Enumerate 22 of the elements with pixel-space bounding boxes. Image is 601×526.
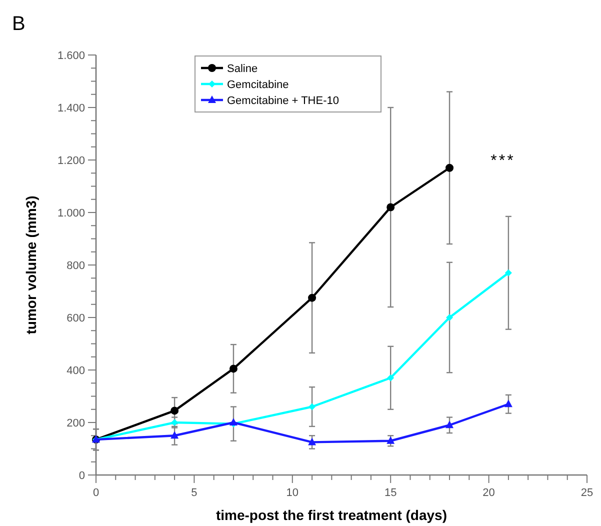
- chart-title: B: [12, 13, 26, 35]
- legend-label: Saline: [227, 62, 258, 75]
- y-tick-label: 1.000: [57, 207, 85, 220]
- legend-label: Gemcitabine: [227, 78, 289, 91]
- x-tick-label: 5: [191, 487, 198, 499]
- x-tick-label: 25: [580, 487, 594, 499]
- y-tick-label: 1.400: [57, 102, 85, 114]
- y-tick-label: 1.600: [57, 50, 85, 62]
- x-tick-label: 15: [384, 487, 397, 499]
- annotation: ***: [490, 152, 516, 170]
- y-tick-label: 0: [78, 470, 85, 482]
- y-tick-label: 600: [66, 312, 85, 324]
- x-tick-label: 20: [482, 487, 495, 499]
- y-tick-label: 1.200: [57, 154, 85, 167]
- x-axis-title: time-post the first treatment (days): [216, 507, 448, 523]
- y-axis-title: tumor volume (mm3): [23, 196, 39, 334]
- legend-label: Gemcitabine + THE-10: [227, 94, 339, 107]
- y-tick-label: 400: [66, 364, 85, 377]
- y-tick-label: 200: [66, 417, 85, 430]
- x-tick-label: 10: [286, 487, 299, 499]
- x-tick-label: 0: [92, 487, 100, 499]
- y-tick-label: 800: [66, 260, 85, 272]
